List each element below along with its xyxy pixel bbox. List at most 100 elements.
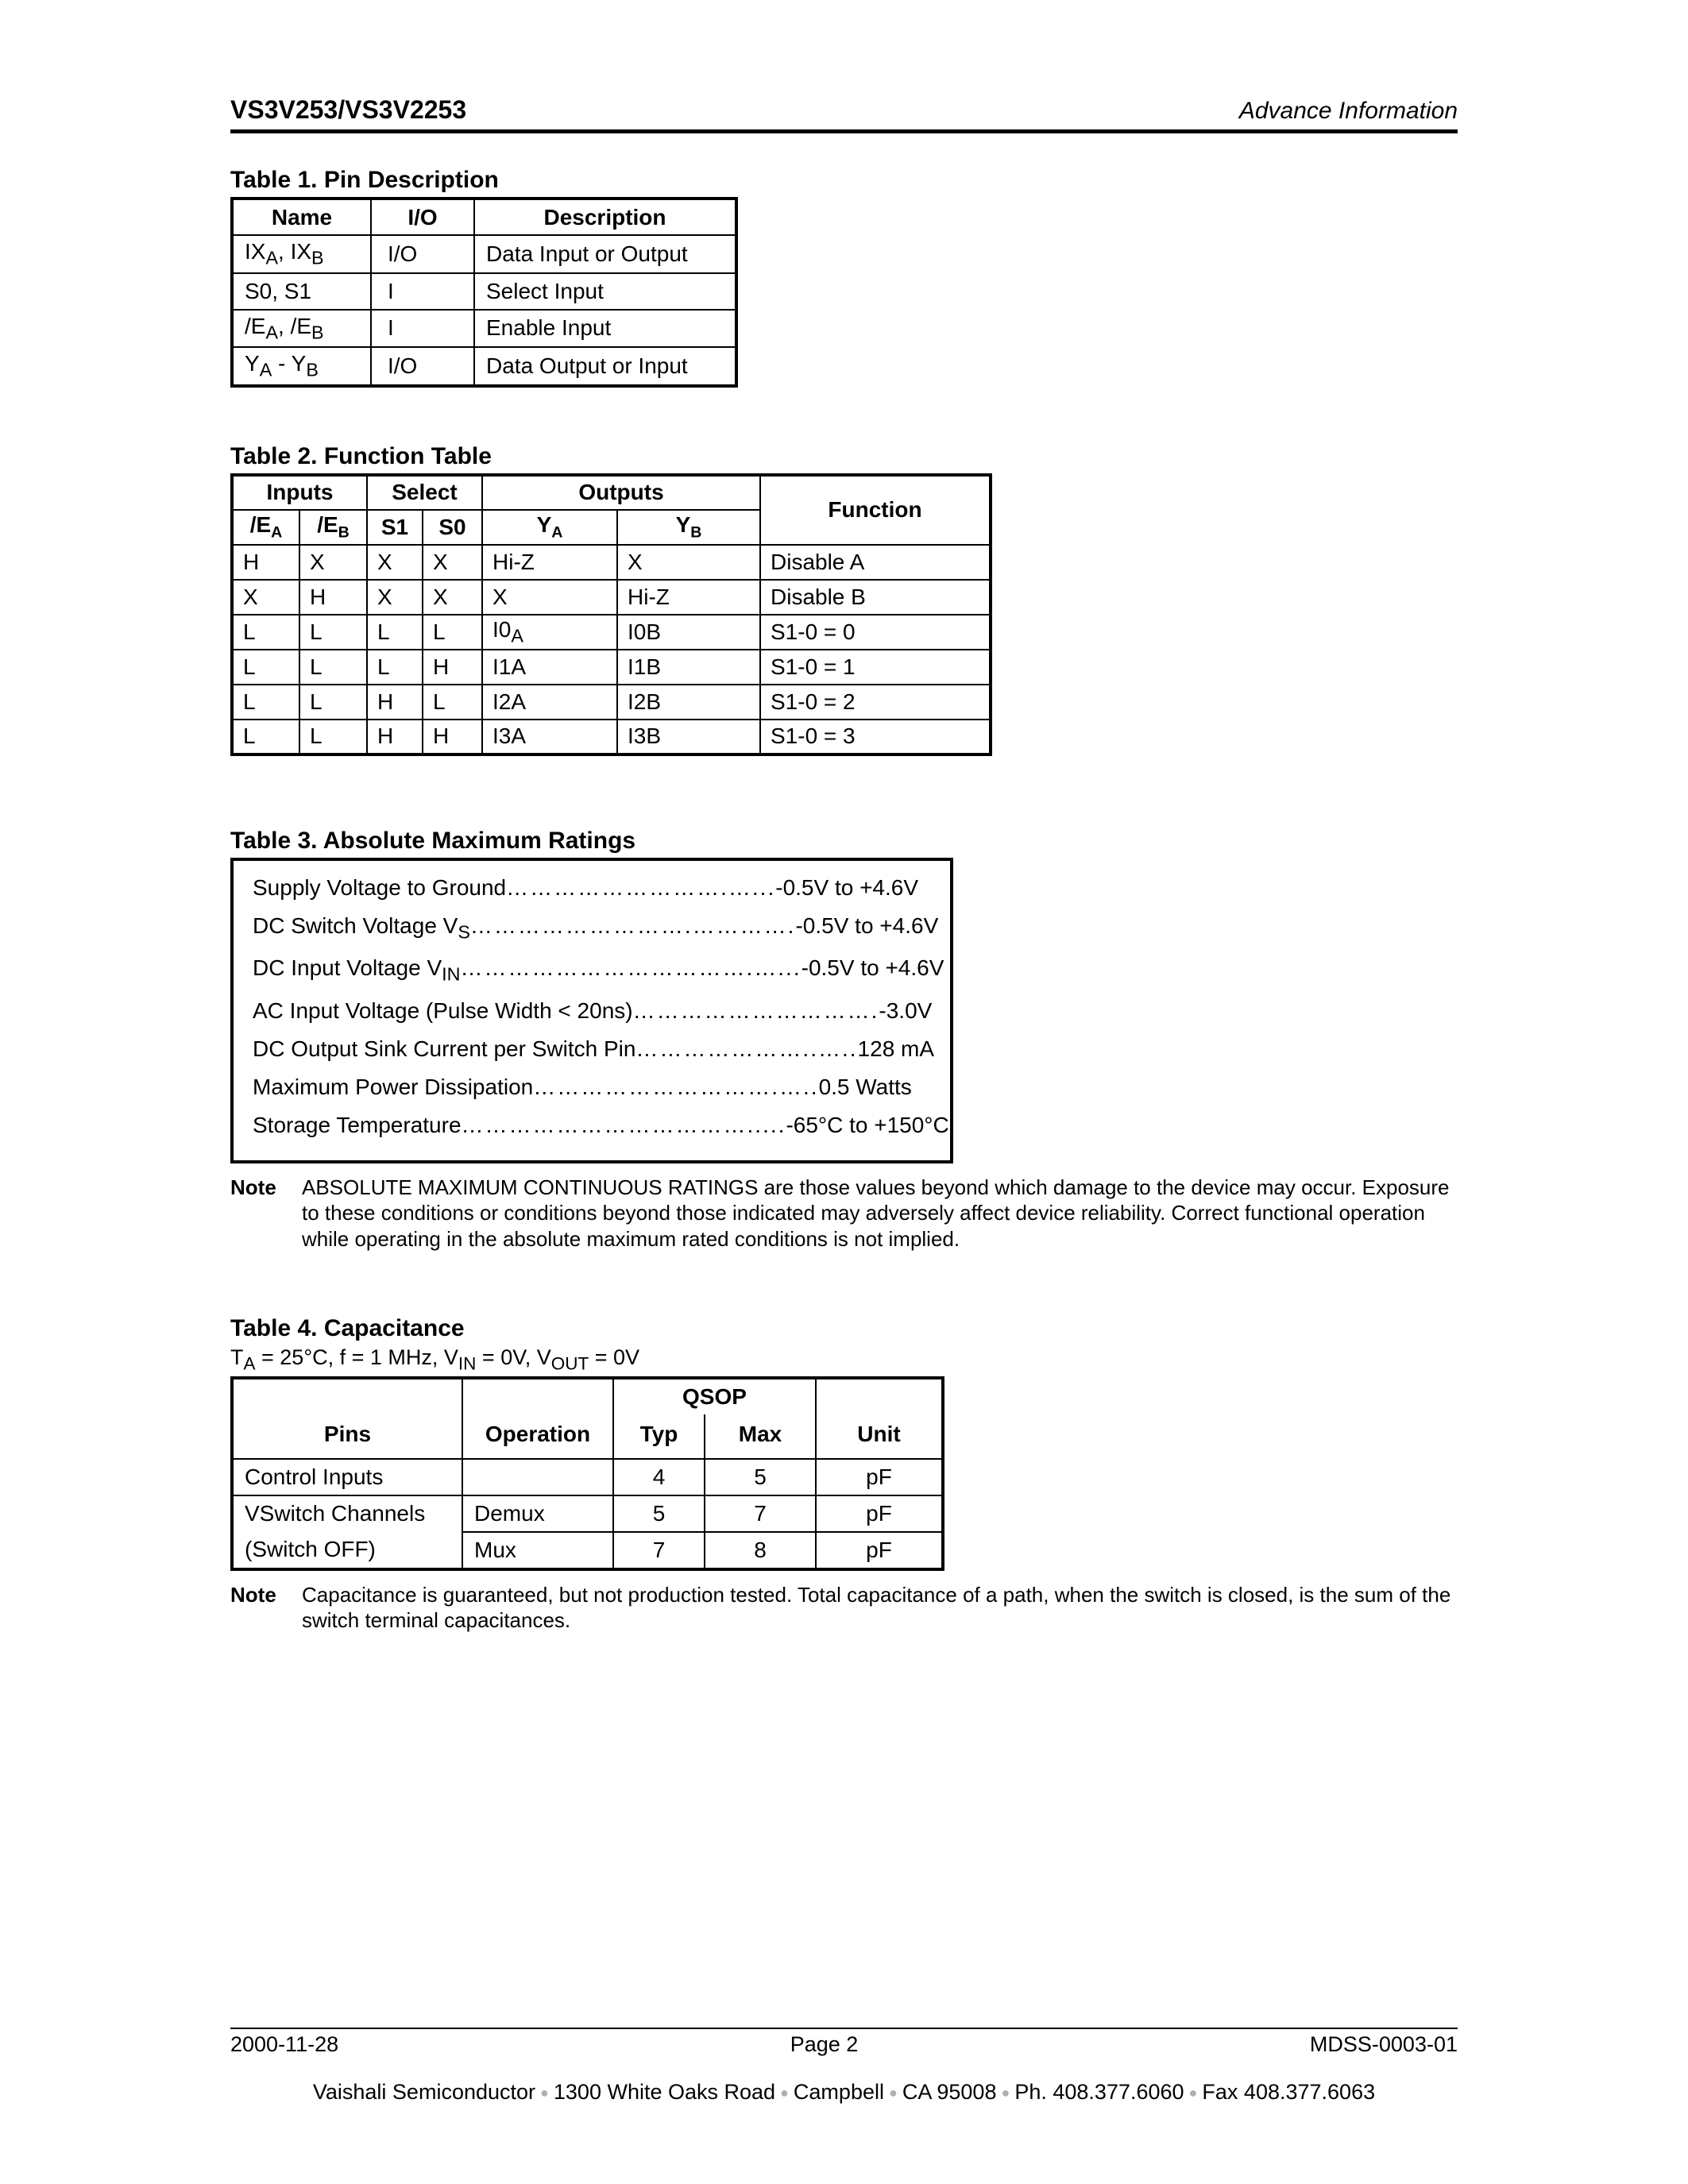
address-part: 1300 White Oaks Road xyxy=(554,2080,775,2104)
inputs-header: Inputs xyxy=(232,475,367,510)
col-desc-header: Description xyxy=(474,199,736,235)
cell: L xyxy=(232,720,299,754)
leader-dots: ……………………………….…... xyxy=(461,955,802,981)
cell-unit: pF xyxy=(816,1495,943,1532)
rating-row: Maximum Power Dissipation………………………….…..0… xyxy=(253,1075,931,1100)
col-io-header: I/O xyxy=(371,199,474,235)
table-row: LLLHI1AI1BS1-0 = 1 xyxy=(232,650,991,685)
cell: X xyxy=(482,580,617,615)
address-part: Campbell xyxy=(794,2080,884,2104)
ya-header: YA xyxy=(482,510,617,545)
table4-note: Note Capacitance is guaranteed, but not … xyxy=(230,1582,1458,1634)
cell: I0B xyxy=(617,615,760,650)
cell: H xyxy=(299,580,367,615)
table3-title: Table 3. Absolute Maximum Ratings xyxy=(230,828,1458,855)
cell-max: 8 xyxy=(705,1532,816,1569)
cell: X xyxy=(617,545,760,580)
table-row: YA - YBI/OData Output or Input xyxy=(232,347,736,386)
cell: L xyxy=(232,650,299,685)
cell: X xyxy=(423,580,482,615)
cell: L xyxy=(367,650,423,685)
cell-name: /EA, /EB xyxy=(232,310,371,348)
yb-header: YB xyxy=(617,510,760,545)
cell: I3A xyxy=(482,720,617,754)
table-header-row: Pins Operation QSOP Unit xyxy=(232,1378,943,1414)
s1-header: S1 xyxy=(367,510,423,545)
table-row: (Switch OFF)Mux78pF xyxy=(232,1532,943,1569)
cell: X xyxy=(232,580,299,615)
cell-unit: pF xyxy=(816,1532,943,1569)
cell: S1-0 = 3 xyxy=(760,720,991,754)
cell: I1B xyxy=(617,650,760,685)
rating-value: -0.5V to +4.6V xyxy=(802,955,944,981)
cell-max: 7 xyxy=(705,1495,816,1532)
bullet-icon: ● xyxy=(775,2085,794,2101)
address-part: Vaishali Semiconductor xyxy=(313,2080,535,2104)
col-name-header: Name xyxy=(232,199,371,235)
table-row: Control Inputs45pF xyxy=(232,1459,943,1495)
rating-row: Storage Temperature……………………………….....-65°… xyxy=(253,1113,931,1138)
cell: H xyxy=(367,685,423,720)
page: VS3V253/VS3V2253 Advance Information Tab… xyxy=(0,0,1688,2184)
leader-dots: ………………………….….. xyxy=(533,1075,818,1100)
function-header: Function xyxy=(760,475,991,545)
cell: Disable A xyxy=(760,545,991,580)
cell-typ: 5 xyxy=(613,1495,705,1532)
address-part: Ph. 408.377.6060 xyxy=(1014,2080,1184,2104)
cell-op: Demux xyxy=(462,1495,613,1532)
cell: L xyxy=(299,685,367,720)
cell: X xyxy=(367,545,423,580)
note-label: Note xyxy=(230,1175,302,1252)
cell: I2B xyxy=(617,685,760,720)
cell-desc: Select Input xyxy=(474,273,736,310)
part-number: VS3V253/VS3V2253 xyxy=(230,95,466,125)
table-row: VSwitch ChannelsDemux57pF xyxy=(232,1495,943,1532)
rating-row: DC Output Sink Current per Switch Pin………… xyxy=(253,1036,931,1062)
doc-status: Advance Information xyxy=(1239,98,1458,125)
s0-header: S0 xyxy=(423,510,482,545)
table-row: IXA, IXBI/OData Input or Output xyxy=(232,235,736,273)
cell: Hi-Z xyxy=(482,545,617,580)
rating-value: -0.5V to +4.6V xyxy=(795,913,938,939)
bullet-icon: ● xyxy=(884,2085,902,2101)
leader-dots: …………………..….. xyxy=(635,1036,857,1062)
cell-max: 5 xyxy=(705,1459,816,1495)
table-header-row: Name I/O Description xyxy=(232,199,736,235)
cell-io: I/O xyxy=(371,347,474,386)
cell: H xyxy=(423,720,482,754)
cell-name: YA - YB xyxy=(232,347,371,386)
rating-value: -65°C to +150°C xyxy=(786,1113,948,1138)
table-row: S0, S1ISelect Input xyxy=(232,273,736,310)
pins-header: Pins xyxy=(232,1378,462,1459)
rating-label: AC Input Voltage (Pulse Width < 20ns) xyxy=(253,998,633,1024)
cell-name: S0, S1 xyxy=(232,273,371,310)
table4-title: Table 4. Capacitance xyxy=(230,1315,1458,1342)
cell: S1-0 = 2 xyxy=(760,685,991,720)
footer-doc: MDSS-0003-01 xyxy=(1310,2032,1458,2057)
select-header: Select xyxy=(367,475,482,510)
cell: L xyxy=(232,615,299,650)
table-row: LLHHI3AI3BS1-0 = 3 xyxy=(232,720,991,754)
cell: X xyxy=(299,545,367,580)
rating-row: DC Switch Voltage VS……………………….………….-0.5V… xyxy=(253,913,931,943)
rating-label: DC Input Voltage VIN xyxy=(253,955,461,986)
cell-desc: Data Input or Output xyxy=(474,235,736,273)
cell: I0A xyxy=(482,615,617,650)
cell-io: I xyxy=(371,310,474,348)
cell-desc: Data Output or Input xyxy=(474,347,736,386)
bullet-icon: ● xyxy=(996,2085,1014,2101)
rating-value: 128 mA xyxy=(858,1036,935,1062)
cell: L xyxy=(423,685,482,720)
cell: I1A xyxy=(482,650,617,685)
rating-value: -0.5V to +4.6V xyxy=(775,875,918,901)
address-part: CA 95008 xyxy=(902,2080,997,2104)
cell-io: I/O xyxy=(371,235,474,273)
cell: I2A xyxy=(482,685,617,720)
table-row: LLHLI2AI2BS1-0 = 2 xyxy=(232,685,991,720)
footer-page: Page 2 xyxy=(790,2032,859,2057)
cell-name: IXA, IXB xyxy=(232,235,371,273)
cell: L xyxy=(299,650,367,685)
cell: S1-0 = 1 xyxy=(760,650,991,685)
page-header: VS3V253/VS3V2253 Advance Information xyxy=(230,95,1458,133)
cell: X xyxy=(367,580,423,615)
